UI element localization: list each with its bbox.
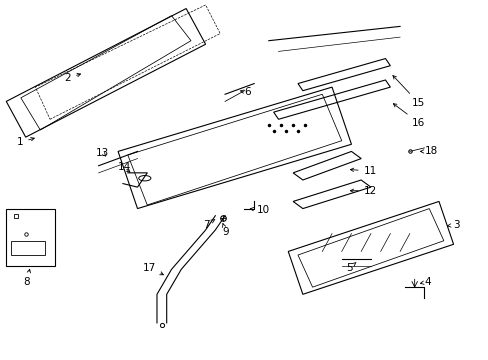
Text: 6: 6 [240,87,251,98]
Text: 16: 16 [392,104,425,128]
Text: 3: 3 [447,220,459,230]
Text: 4: 4 [420,277,430,287]
Text: 7: 7 [203,220,215,230]
Text: 12: 12 [349,186,376,196]
Text: 11: 11 [349,166,376,176]
Text: 8: 8 [23,269,30,287]
Text: 9: 9 [222,224,229,237]
Bar [11,241,45,255]
Text: 18: 18 [420,147,437,157]
Text: 2: 2 [64,73,81,83]
Text: 5: 5 [346,262,355,273]
Text: 13: 13 [96,148,109,158]
Text: 15: 15 [392,76,425,108]
Text: 14: 14 [118,162,131,172]
Text: 17: 17 [142,262,163,275]
Text: 10: 10 [250,205,269,215]
Text: 1: 1 [17,138,34,148]
